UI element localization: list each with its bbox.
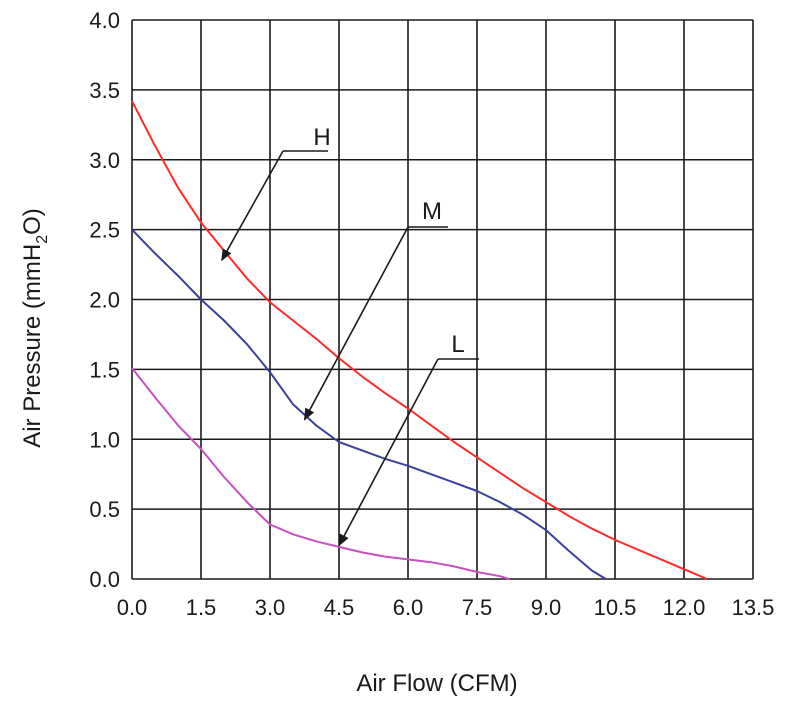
y-axis-title-main: Air Pressure (mmH xyxy=(19,244,46,448)
y-tick-label: 1.5 xyxy=(89,357,120,382)
y-axis-title: Air Pressure (mmH2O) xyxy=(19,208,51,448)
y-tick-label: 0.5 xyxy=(89,497,120,522)
annotation-arrow-h xyxy=(221,150,284,262)
y-tick-labels: 0.0 0.5 1.0 1.5 2.0 2.5 3.0 3.5 4.0 xyxy=(89,8,120,592)
curve-label-h: H xyxy=(313,124,330,151)
curve-label-m: M xyxy=(422,198,442,225)
x-tick-labels: 0.0 1.5 3.0 4.5 6.0 7.5 9.0 10.5 12.0 13.5 xyxy=(117,595,775,620)
y-tick-label: 2.0 xyxy=(89,288,120,313)
x-tick-label: 4.5 xyxy=(324,595,355,620)
y-tick-label: 3.0 xyxy=(89,148,120,173)
curve-label-l: L xyxy=(451,331,464,358)
annotations: H M L xyxy=(221,124,479,547)
annotation-arrow-m xyxy=(303,226,409,421)
series-line-l xyxy=(131,367,510,580)
x-tick-label: 7.5 xyxy=(462,595,493,620)
x-tick-label: 6.0 xyxy=(393,595,424,620)
y-tick-label: 3.5 xyxy=(89,78,120,103)
curves xyxy=(131,100,708,580)
grid xyxy=(131,19,754,580)
x-tick-label: 12.0 xyxy=(663,595,706,620)
x-tick-label: 9.0 xyxy=(531,595,562,620)
x-tick-label: 10.5 xyxy=(594,595,637,620)
x-tick-label: 0.0 xyxy=(117,595,148,620)
x-tick-label: 3.0 xyxy=(255,595,286,620)
y-tick-label: 4.0 xyxy=(89,8,120,33)
series-line-m xyxy=(131,228,607,580)
y-axis-title-end: O) xyxy=(19,208,46,235)
x-tick-label: 1.5 xyxy=(186,595,217,620)
y-axis-title-subscript: 2 xyxy=(34,235,51,244)
y-tick-label: 1.0 xyxy=(89,427,120,452)
y-tick-label: 2.5 xyxy=(89,218,120,243)
x-axis-title: Air Flow (CFM) xyxy=(356,670,517,697)
y-tick-label: 0.0 xyxy=(89,567,120,592)
series-line-h xyxy=(131,100,708,580)
annotation-arrow-l xyxy=(338,358,439,547)
x-tick-label: 13.5 xyxy=(732,595,775,620)
